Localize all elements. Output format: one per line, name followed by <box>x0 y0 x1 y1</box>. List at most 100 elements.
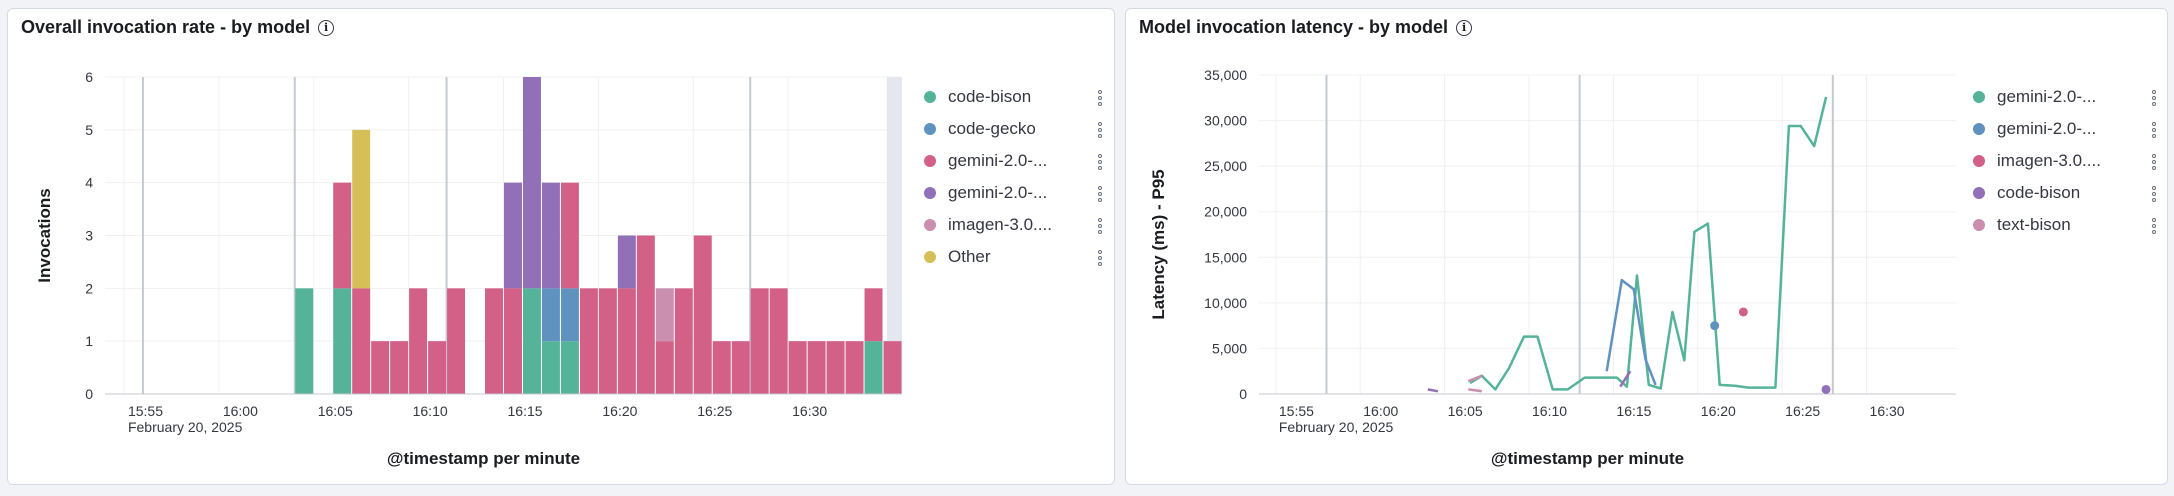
bar-segment <box>560 341 579 394</box>
x-tick-label: 16:20 <box>602 403 637 419</box>
series-line <box>1469 96 1828 391</box>
legend-label: gemini-2.0-... <box>948 151 1048 170</box>
more-options-icon[interactable] <box>2152 218 2158 234</box>
bar-segment <box>674 288 693 394</box>
y-tick-label: 10,000 <box>1204 295 1247 311</box>
y-tick-label: 15,000 <box>1204 249 1247 265</box>
legend-color-dot <box>924 251 936 263</box>
y-tick-label: 3 <box>85 228 93 244</box>
x-tick-label: 16:25 <box>1785 403 1820 419</box>
y-tick-label: 0 <box>1239 386 1247 402</box>
x-tick-label: 15:55 <box>128 403 163 419</box>
legend-item[interactable]: gemini-2.0-... <box>924 177 1104 209</box>
info-icon[interactable]: i <box>1456 19 1473 36</box>
more-options-icon[interactable] <box>1098 122 1104 138</box>
more-options-icon[interactable] <box>2152 90 2158 106</box>
x-tick-label: 16:10 <box>1532 403 1567 419</box>
series <box>1427 96 1831 394</box>
latency-title: Model invocation latency - by model i <box>1139 17 1473 38</box>
legend-label: code-gecko <box>948 119 1036 138</box>
bar-segment <box>352 288 371 394</box>
legend-item[interactable]: imagen-3.0.... <box>924 209 1104 241</box>
more-options-icon[interactable] <box>1098 250 1104 266</box>
grid <box>105 76 902 395</box>
more-options-icon[interactable] <box>1098 90 1104 106</box>
legend-label: code-bison <box>1997 183 2081 202</box>
legend-label: gemini-2.0-... <box>1997 119 2097 138</box>
bar-segment <box>560 182 579 289</box>
invocation-rate-legend: code-bison code-gecko gemini-2.0-... gemini… <box>924 81 1104 273</box>
y-tick-label: 4 <box>85 175 93 191</box>
more-options-icon[interactable] <box>1098 154 1104 170</box>
bar-segment <box>522 77 541 289</box>
panel-title-text: Overall invocation rate - by model <box>21 17 311 37</box>
series-point <box>1738 307 1748 317</box>
legend-label: Other <box>948 247 991 266</box>
more-options-icon[interactable] <box>1098 186 1104 202</box>
x-tick-label: 16:15 <box>508 403 543 419</box>
bar-segment <box>504 288 522 394</box>
legend-item[interactable]: gemini-2.0-... <box>1973 81 2158 113</box>
legend-label: gemini-2.0-... <box>1997 87 2097 106</box>
bar-segment <box>352 129 371 289</box>
y-axis-title: Invocations <box>35 188 54 282</box>
legend-item[interactable]: gemini-2.0-... <box>1973 113 2158 145</box>
y-tick-label: 1 <box>85 333 93 349</box>
legend-label: imagen-3.0.... <box>1997 151 2101 170</box>
x-tick-label: 16:05 <box>1448 403 1483 419</box>
more-options-icon[interactable] <box>2152 154 2158 170</box>
grid <box>1259 74 1956 395</box>
info-icon[interactable]: i <box>318 19 335 36</box>
bar-segment <box>333 182 352 289</box>
bar-segment <box>333 288 352 394</box>
bar-segment <box>560 288 579 342</box>
bar-segment <box>788 341 807 394</box>
bar-segment <box>845 341 864 394</box>
more-options-icon[interactable] <box>2152 122 2158 138</box>
x-axis-title: @timestamp per minute <box>387 449 580 468</box>
x-tick-label: 16:00 <box>223 403 258 419</box>
bar-segment <box>541 288 560 342</box>
legend-item[interactable]: code-bison <box>1973 177 2158 209</box>
legend-label: text-bison <box>1997 215 2071 234</box>
legend-color-dot <box>1973 91 1985 103</box>
legend-item[interactable]: code-bison <box>924 81 1104 113</box>
bar-segment <box>390 341 409 394</box>
bar-segment <box>541 182 560 289</box>
y-tick-label: 25,000 <box>1204 158 1247 174</box>
bar-segment <box>864 288 883 342</box>
series-point <box>1821 384 1831 394</box>
x-tick-date-label: February 20, 2025 <box>128 419 243 435</box>
latency-chart[interactable]: 0 5,000 10,000 15,000 20,000 25,000 30,000 35,0… <box>1126 9 2168 485</box>
x-tick-label: 16:00 <box>1363 403 1398 419</box>
y-tick-label: 5 <box>85 122 93 138</box>
legend-color-dot <box>924 91 936 103</box>
legend-color-dot <box>924 219 936 231</box>
x-tick-label: 16:10 <box>413 403 448 419</box>
bar-segment <box>693 235 712 394</box>
legend-item[interactable]: Other <box>924 241 1104 273</box>
bar-segment <box>750 288 769 394</box>
x-tick-label: 15:55 <box>1279 403 1314 419</box>
latency-legend: gemini-2.0-... gemini-2.0-... imagen-3.0..… <box>1973 81 2158 241</box>
more-options-icon[interactable] <box>1098 218 1104 234</box>
legend-item[interactable]: gemini-2.0-... <box>924 145 1104 177</box>
bar-segment <box>485 288 503 394</box>
y-tick-label: 35,000 <box>1204 67 1247 83</box>
y-tick-label: 30,000 <box>1204 113 1247 129</box>
bar-segment <box>712 341 731 394</box>
bar-segment <box>541 341 560 394</box>
y-tick-label: 20,000 <box>1204 204 1247 220</box>
legend-color-dot <box>1973 219 1985 231</box>
legend-item[interactable]: code-gecko <box>924 113 1104 145</box>
legend-color-dot <box>924 123 936 135</box>
bar-segment <box>731 341 750 394</box>
bar-segment <box>428 341 447 394</box>
more-options-icon[interactable] <box>2152 186 2158 202</box>
bar-segment <box>447 288 466 394</box>
y-tick-label: 0 <box>85 386 93 402</box>
legend-item[interactable]: imagen-3.0.... <box>1973 145 2158 177</box>
bar-segment <box>409 288 428 394</box>
legend-item[interactable]: text-bison <box>1973 209 2158 241</box>
